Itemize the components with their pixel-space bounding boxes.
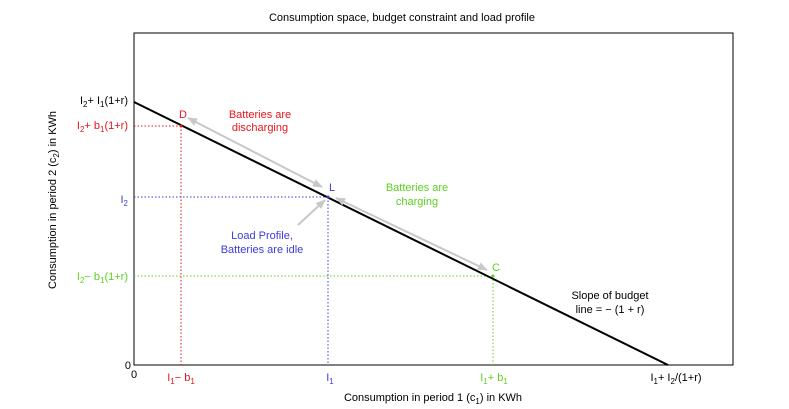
y-tick-intercept: I2+ I1(1+r) bbox=[80, 95, 128, 109]
x-origin-label: 0 bbox=[131, 369, 137, 381]
x-tick-left: I1− b1 bbox=[167, 372, 195, 386]
point-c-label: C bbox=[492, 262, 500, 274]
x-tick-intercept: I1+ I2/(1+r) bbox=[650, 372, 701, 386]
chart-title: Consumption space, budget constraint and… bbox=[269, 12, 535, 24]
point-c-marker bbox=[491, 274, 495, 278]
plot-area bbox=[133, 32, 734, 366]
annotation-idle-line2: Batteries are idle bbox=[221, 244, 304, 256]
point-d-marker bbox=[179, 124, 183, 128]
arrow-idle bbox=[297, 199, 326, 226]
y-axis-title: Consumption in period 2 (c2) in KWh bbox=[47, 111, 61, 289]
arrow-discharging bbox=[187, 117, 323, 188]
y-tick-lower: I2− b1(1+r) bbox=[77, 271, 128, 285]
annotation-discharging-line1: Batteries are bbox=[229, 109, 291, 121]
annotation-slope-line2: line = − (1 + r) bbox=[576, 304, 645, 316]
annotation-charging-line2: charging bbox=[396, 196, 438, 208]
budget-line bbox=[133, 101, 669, 366]
y-tick-upper: I2+ b1(1+r) bbox=[77, 120, 128, 134]
arrow-charging bbox=[335, 197, 488, 271]
annotation-slope-line1: Slope of budget bbox=[571, 290, 648, 302]
x-tick-mid: I1 bbox=[326, 372, 334, 386]
y-tick-mid: I2 bbox=[120, 194, 128, 208]
x-axis-title: Consumption in period 1 (c1) in KWh bbox=[344, 392, 522, 406]
point-l-marker bbox=[326, 195, 330, 199]
annotation-charging-line1: Batteries are bbox=[386, 182, 448, 194]
point-l-label: L bbox=[329, 182, 335, 194]
annotation-discharging-line2: discharging bbox=[232, 122, 288, 134]
y-origin-label: 0 bbox=[125, 360, 131, 372]
annotation-idle-line1: Load Profile, bbox=[231, 230, 293, 242]
x-tick-right: I1+ b1 bbox=[480, 372, 508, 386]
point-d-label: D bbox=[179, 109, 187, 121]
